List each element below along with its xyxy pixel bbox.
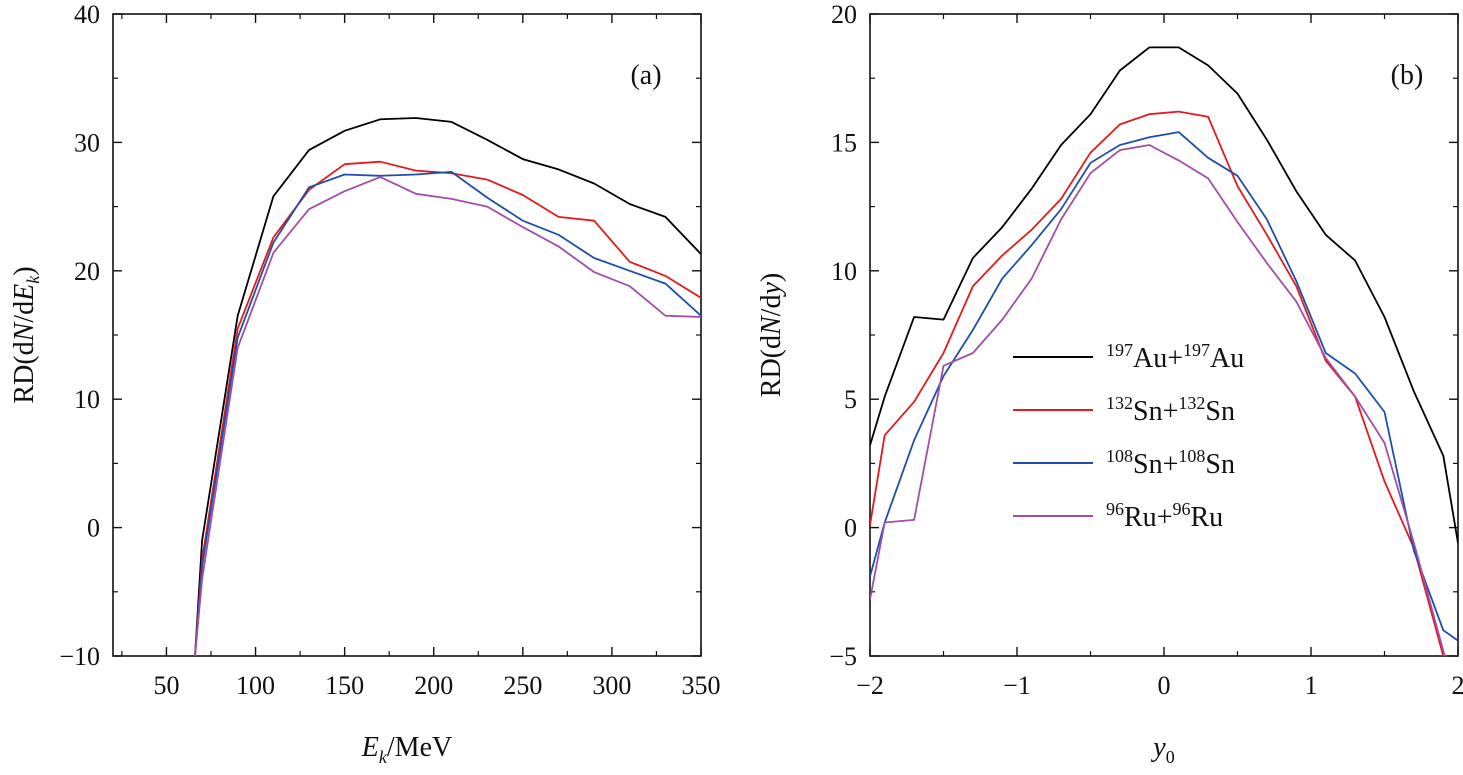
y-tick-label: 20 (831, 0, 857, 29)
panel-a-series (195, 118, 701, 656)
x-tick-label: 300 (592, 671, 631, 700)
panel-a-y-tick-labels: −10 0 10 20 30 40 (59, 0, 100, 671)
panel-b-ylabel-n: N (756, 315, 787, 336)
panel-b-xlabel-sub: 0 (1166, 747, 1175, 767)
series-line-a-1 (195, 162, 701, 656)
panel-b-label: (b) (1391, 60, 1424, 91)
panel-a-ylabel-suffix: ) (9, 266, 40, 275)
panel-a-ylabel-prefix: RD(d (9, 341, 40, 403)
panel-a: 50 100 150 200 250 300 350 −10 0 10 20 30 40 (a) Ek… (9, 0, 721, 767)
y-tick-label: 15 (831, 128, 857, 157)
x-tick-label: 250 (503, 671, 542, 700)
legend-entry-sn108: 108Sn+108Sn (1013, 446, 1235, 480)
panel-a-x-tick-labels: 50 100 150 200 250 300 350 (153, 671, 720, 700)
legend-label-sn132: 132Sn+132Sn (1106, 393, 1235, 427)
legend: 197Au+197Au 132Sn+132Sn 108Sn+108Sn 96Ru… (1013, 340, 1244, 533)
x-tick-label: 0 (1158, 671, 1171, 700)
x-tick-label: 2 (1452, 671, 1463, 700)
panel-b-y-axis-title: RD(dN/dy) (756, 273, 787, 397)
legend-entry-sn132: 132Sn+132Sn (1013, 393, 1235, 427)
legend-entry-au: 197Au+197Au (1013, 340, 1244, 374)
panel-b-x-axis-title: y0 (1150, 732, 1174, 767)
panel-a-label: (a) (630, 60, 661, 91)
y-tick-label: 30 (74, 128, 100, 157)
y-tick-label: 40 (74, 0, 100, 29)
panel-a-x-axis-title: Ek/MeV (361, 732, 452, 767)
panel-a-ylabel-n: N (9, 321, 40, 342)
legend-label-sn108: 108Sn+108Sn (1106, 446, 1235, 480)
panel-b-y-tick-labels: −5 0 5 10 15 20 (829, 0, 857, 671)
series-line-b-2 (870, 132, 1458, 640)
panel-b-x-tick-labels: −2 −1 0 1 2 (856, 671, 1463, 700)
panel-a-xlabel-main: E (361, 732, 379, 763)
panel-b-ylabel-mid: /d (756, 295, 787, 317)
x-tick-label: 100 (236, 671, 275, 700)
panel-a-xlabel-rest: /MeV (387, 732, 452, 763)
panel-b-ylabel-suffix: ) (756, 273, 787, 282)
y-tick-label: 0 (87, 514, 100, 543)
x-tick-label: −1 (1003, 671, 1031, 700)
x-tick-label: 350 (682, 671, 721, 700)
panel-b-frame (870, 14, 1458, 656)
y-tick-label: 10 (74, 385, 100, 414)
x-tick-label: −2 (856, 671, 884, 700)
y-tick-label: 20 (74, 257, 100, 286)
legend-label-ru: 96Ru+96Ru (1106, 499, 1223, 533)
y-tick-label: −10 (59, 642, 100, 671)
x-tick-label: 1 (1305, 671, 1318, 700)
legend-entry-ru: 96Ru+96Ru (1013, 499, 1223, 533)
y-tick-label: −5 (829, 642, 857, 671)
panel-a-y-axis-title: RD(dN/dEk) (9, 266, 43, 403)
legend-label-au: 197Au+197Au (1106, 340, 1244, 374)
x-tick-label: 150 (325, 671, 364, 700)
y-tick-label: 0 (844, 514, 857, 543)
panel-b-ticks (870, 14, 1458, 656)
x-tick-label: 50 (153, 671, 179, 700)
panel-b-ylabel-prefix: RD(d (756, 335, 787, 397)
panel-b-ylabel-y: y (756, 282, 787, 298)
panel-b-xlabel-main: y (1150, 732, 1166, 763)
y-tick-label: 5 (844, 385, 857, 414)
y-tick-label: 10 (831, 257, 857, 286)
x-tick-label: 200 (414, 671, 453, 700)
panel-a-ylabel-e: E (9, 284, 40, 302)
panel-a-ylabel-mid: /d (9, 301, 40, 323)
